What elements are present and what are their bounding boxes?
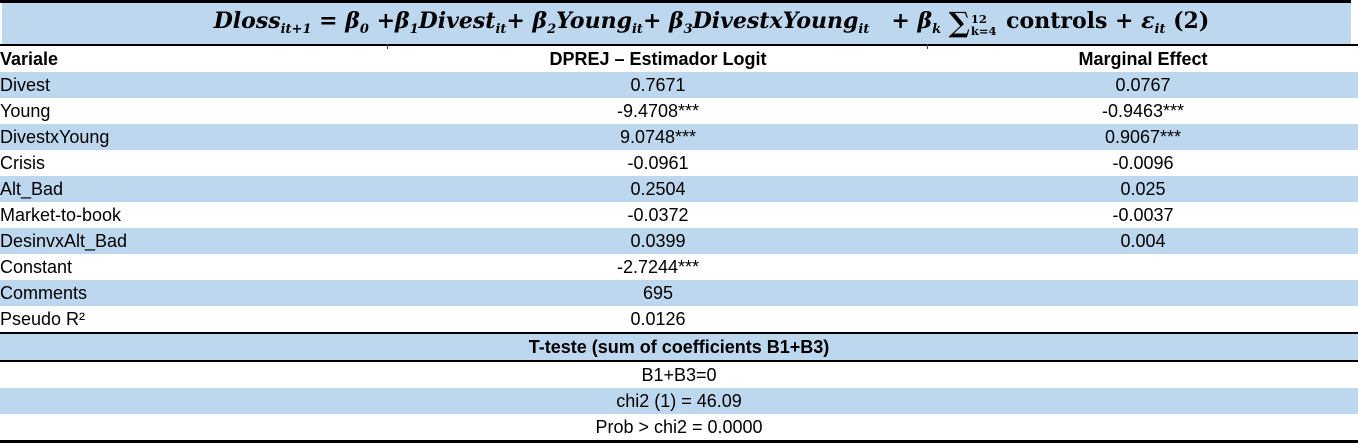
cell-variable: Crisis (0, 153, 45, 173)
table-row: Alt_Bad 0.2504 0.025 (0, 176, 1358, 202)
cell-marginal: 0.004 (1120, 231, 1166, 251)
cell-marginal: 0.0767 (1115, 75, 1171, 95)
ttest-title-divider-line (0, 360, 1358, 362)
table-row: Constant -2.7244*** (0, 254, 1358, 280)
col-header-logit: DPREJ – Estimador Logit (388, 46, 928, 72)
cell-logit: 9.0748*** (619, 127, 697, 147)
cell-variable: Alt_Bad (0, 179, 64, 199)
cell-marginal (928, 254, 1358, 280)
cell-marginal: -0.9463*** (1101, 101, 1185, 121)
cell-logit: 0.0126 (630, 309, 686, 329)
cell-logit: -0.0372 (627, 205, 689, 225)
cell-marginal: -0.0037 (1112, 205, 1174, 225)
cell-variable: Market-to-book (0, 205, 122, 225)
cell-variable: Constant (0, 257, 73, 277)
cell-marginal: 0.9067*** (1104, 127, 1182, 147)
cell-logit: -2.7244*** (616, 257, 700, 277)
summation-symbol: ∑ 12 k=4 (948, 6, 997, 40)
table-row: Crisis -0.0961 -0.0096 (0, 150, 1358, 176)
cell-variable: Comments (0, 283, 88, 303)
table-bottom-border (0, 440, 1358, 443)
table-row: Market-to-book -0.0372 -0.0037 (0, 202, 1358, 228)
cell-logit: 695 (642, 283, 674, 303)
regression-equation: Dlossit+1 = β0 +β1Divestit+ β2Youngit+ β… (213, 6, 1210, 40)
cell-logit: 0.7671 (630, 75, 686, 95)
results-table-body: Divest 0.7671 0.0767 Young -9.4708*** -0.9463… (0, 72, 1358, 332)
equation-row: Dlossit+1 = β0 +β1Divestit+ β2Youngit+ β… (2, 3, 1351, 44)
table-row: DesinvxAlt_Bad 0.0399 0.004 (0, 228, 1358, 254)
col-header-variable: Variale (0, 46, 388, 72)
cell-marginal: 0.025 (1120, 179, 1166, 199)
cell-variable: Young (0, 101, 51, 121)
table-row: DivestxYoung 9.0748*** 0.9067*** (0, 124, 1358, 150)
cell-variable: DesinvxAlt_Bad (0, 231, 128, 251)
equation-divider-line (0, 44, 1358, 46)
ttest-top-divider-line (0, 332, 1358, 334)
col-header-marginal: Marginal Effect (928, 46, 1358, 72)
table-row: Pseudo R² 0.0126 (0, 306, 1358, 332)
cell-variable: Divest (0, 75, 51, 95)
cell-marginal (928, 306, 1358, 332)
cell-variable: Pseudo R² (0, 309, 86, 329)
table-row: Divest 0.7671 0.0767 (0, 72, 1358, 98)
ttest-section-title: T-teste (sum of coefficients B1+B3) (0, 334, 1358, 360)
column-border-tick (927, 44, 928, 49)
cell-marginal (928, 280, 1358, 306)
table-top-border (0, 0, 1351, 3)
column-border-tick (387, 44, 388, 49)
header-row: Variale DPREJ – Estimador Logit Marginal… (0, 46, 1358, 72)
ttest-row: B1+B3=0 (0, 362, 1358, 388)
ttest-row: chi2 (1) = 46.09 (0, 388, 1358, 414)
cell-logit: 0.0399 (630, 231, 686, 251)
results-table: Variale DPREJ – Estimador Logit Marginal… (0, 46, 1358, 332)
cell-logit: 0.2504 (630, 179, 686, 199)
cell-variable: DivestxYoung (0, 127, 110, 147)
ttest-row: Prob > chi2 = 0.0000 (0, 414, 1358, 440)
table-row: Comments 695 (0, 280, 1358, 306)
cell-marginal: -0.0096 (1112, 153, 1174, 173)
table-row: Young -9.4708*** -0.9463*** (0, 98, 1358, 124)
ttest-rows: B1+B3=0 chi2 (1) = 46.09 Prob > chi2 = 0.0… (0, 362, 1358, 440)
cell-logit: -0.0961 (627, 153, 689, 173)
cell-logit: -9.4708*** (616, 101, 700, 121)
